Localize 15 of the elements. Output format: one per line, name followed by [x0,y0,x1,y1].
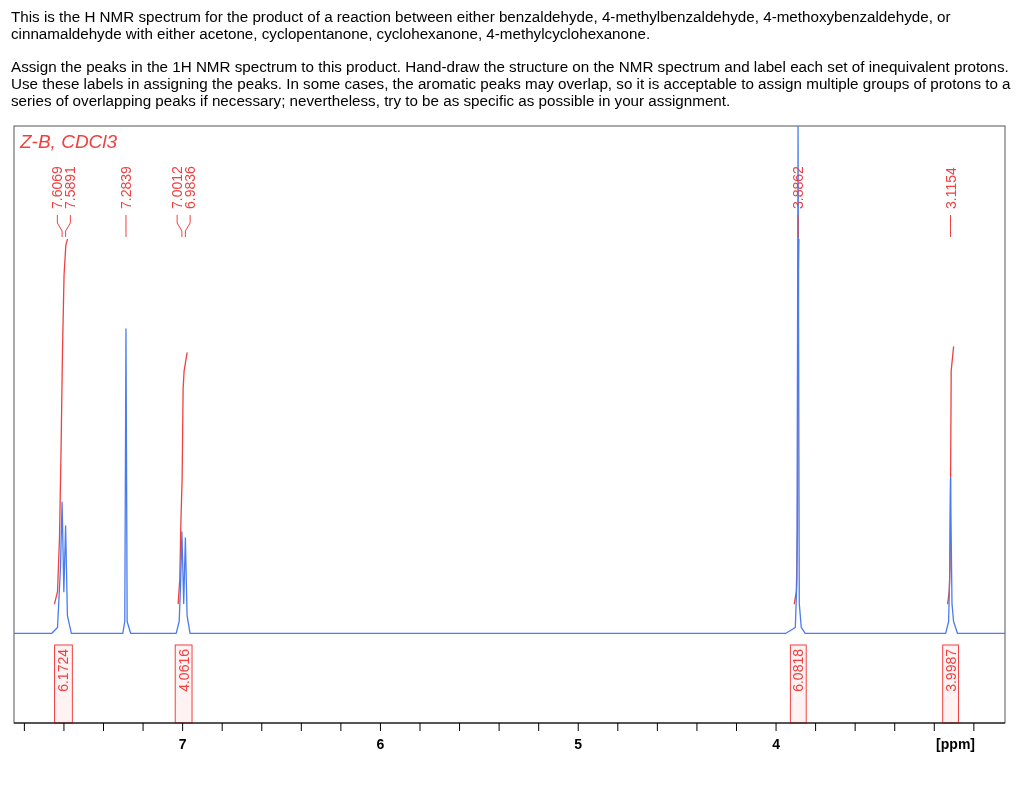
band-label: 4.0616 [175,648,192,692]
annotation: 3.8862 [790,165,807,209]
x-tick-label: 5 [574,736,583,753]
x-axis-title: [ppm] [936,736,975,752]
band-label: 3.9987 [942,648,959,692]
band-label: 6.1724 [55,648,72,692]
annotation: 7.2839 [117,165,134,209]
annotation: 3.1154 [942,167,959,209]
text: Assign the peaks in the 1H NMR spectrum to this product. Hand-draw the structure on the NMR spectrum and label each set of inequivalent protons. Use these labels in assigning the peaks. In some cases, the aromatic peaks may overlap, so it is acceptable to assign multiple groups of protons to a series of overlapping peaks if necessary; nevertheless, try to be as specific as possible in your assignment. [11,58,1012,109]
chart-title: Z-B, CDCl3 [19,131,118,152]
text: This is the H NMR spectrum for the product of a reaction between either benzaldehyde, 4-methylbenzaldehyde, 4-methoxybenzaldehyde, or cinnamaldehyde with either acetone, cyclopentanone, cyclohexanone, 4-methylcyclohexanone. [11,8,952,42]
band-label: 6.0818 [790,648,807,692]
x-tick-label: 4 [772,736,781,753]
x-tick-label: 7 [178,736,187,753]
x-tick-label: 6 [376,736,385,753]
